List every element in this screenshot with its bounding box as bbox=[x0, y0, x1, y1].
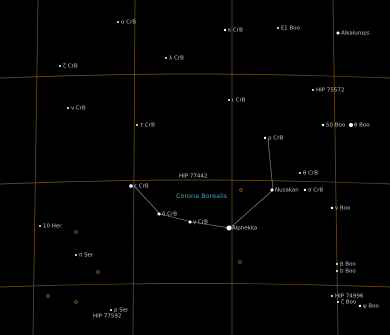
star-label: ρ Ser bbox=[114, 308, 129, 314]
star bbox=[263, 136, 267, 140]
star-label: ζ Boo bbox=[341, 300, 357, 306]
star-label: ν CrB bbox=[71, 106, 86, 112]
grid-line bbox=[32, 0, 39, 335]
constellation-name: Corona Borealis bbox=[176, 192, 228, 200]
stars: ο CrB κ CrB ξ1 Boo Alkalurops ζ CrB λ CrB HIP … bbox=[39, 20, 380, 320]
grid-line bbox=[0, 283, 390, 288]
star-label: Alphekka bbox=[232, 226, 257, 232]
star-label: γ CrB bbox=[193, 220, 208, 226]
star bbox=[110, 309, 112, 311]
star-label: HIP 75572 bbox=[316, 88, 344, 94]
grid-line bbox=[0, 73, 390, 79]
star-label: 10 Her bbox=[43, 224, 62, 230]
star-label: π Ser bbox=[79, 253, 94, 259]
star bbox=[136, 124, 138, 126]
star bbox=[330, 206, 334, 210]
star bbox=[165, 57, 167, 59]
star-label: δ CrB bbox=[162, 212, 177, 218]
grid-line bbox=[332, 0, 339, 335]
star-label: θ CrB bbox=[303, 171, 318, 177]
star bbox=[336, 31, 340, 35]
star-label: HIP 77592 bbox=[93, 314, 121, 320]
star bbox=[277, 27, 279, 29]
constellation-lines bbox=[133, 139, 274, 229]
star bbox=[349, 123, 353, 127]
star-label: σ CrB bbox=[308, 188, 323, 194]
star bbox=[358, 304, 362, 308]
star-label: Alkalurops bbox=[341, 31, 370, 37]
deep-sky-object bbox=[96, 270, 100, 274]
star bbox=[303, 188, 307, 192]
star bbox=[67, 107, 69, 109]
star bbox=[336, 270, 338, 272]
deep-sky-object bbox=[238, 260, 242, 264]
star bbox=[270, 188, 274, 192]
star-label: b Boo bbox=[340, 269, 356, 275]
star bbox=[321, 123, 325, 127]
star-label: ο CrB bbox=[121, 20, 136, 26]
star-label: ψ Boo bbox=[363, 304, 380, 310]
star bbox=[188, 220, 192, 224]
star bbox=[75, 254, 77, 256]
star-label: ν Boo bbox=[335, 206, 351, 212]
grid-line bbox=[132, 0, 136, 335]
star bbox=[59, 65, 61, 67]
star-label: HIP 77442 bbox=[179, 174, 207, 180]
star-label: ι CrB bbox=[232, 98, 246, 104]
star-label: HIP 74996 bbox=[335, 294, 364, 300]
star-label: ρ CrB bbox=[268, 136, 283, 142]
deep-sky-object bbox=[239, 188, 243, 192]
deep-sky-object bbox=[74, 230, 78, 234]
grid-line bbox=[0, 179, 390, 185]
deep-sky-object bbox=[74, 300, 78, 304]
star bbox=[157, 212, 161, 216]
star bbox=[39, 225, 41, 227]
star-label: Nusakan bbox=[275, 188, 299, 194]
star bbox=[226, 225, 232, 231]
star-label: ξ1 Boo bbox=[281, 26, 300, 32]
star bbox=[337, 301, 339, 303]
star bbox=[117, 21, 119, 23]
star-label: λ CrB bbox=[169, 56, 184, 62]
star bbox=[299, 172, 301, 174]
star bbox=[312, 89, 314, 91]
star-label: κ CrB bbox=[228, 28, 243, 34]
deep-sky-object bbox=[46, 294, 50, 298]
star-label: 50 Boo bbox=[326, 123, 346, 129]
star bbox=[331, 295, 333, 297]
star-label: τ CrB bbox=[140, 123, 155, 129]
constellation-line bbox=[133, 139, 274, 229]
star-label: ζ CrB bbox=[63, 64, 78, 70]
star bbox=[129, 184, 133, 188]
star-label: θ Boo bbox=[354, 123, 370, 129]
star bbox=[336, 263, 338, 265]
star-label: β Boo bbox=[340, 262, 356, 268]
star bbox=[228, 99, 230, 101]
star-label: ε CrB bbox=[134, 184, 149, 190]
star bbox=[223, 28, 227, 32]
